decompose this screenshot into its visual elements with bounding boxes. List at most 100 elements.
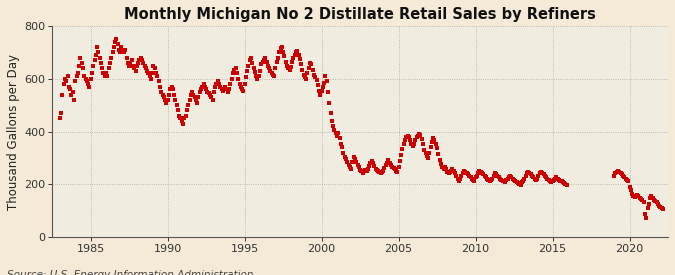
Point	[99, 74, 110, 78]
Point	[352, 163, 363, 167]
Point	[342, 160, 353, 164]
Point	[273, 55, 284, 60]
Point	[514, 182, 524, 186]
Point	[165, 87, 176, 92]
Point	[139, 63, 150, 68]
Point	[333, 131, 344, 135]
Point	[163, 92, 174, 97]
Point	[524, 171, 535, 176]
Point	[55, 116, 65, 121]
Point	[80, 76, 91, 81]
Point	[487, 177, 497, 181]
Point	[523, 170, 534, 174]
Point	[370, 166, 381, 171]
Point	[408, 144, 418, 148]
Point	[385, 163, 396, 168]
Point	[317, 84, 328, 89]
Point	[477, 171, 487, 176]
Point	[153, 79, 164, 84]
Point	[293, 53, 304, 57]
Point	[136, 58, 147, 62]
Point	[448, 169, 459, 173]
Point	[89, 58, 100, 62]
Point	[252, 76, 263, 81]
Point	[149, 66, 160, 70]
Point	[138, 61, 148, 65]
Point	[452, 177, 463, 181]
Point	[271, 59, 282, 64]
Point	[142, 69, 153, 73]
Point	[558, 180, 568, 185]
Point	[536, 170, 547, 174]
Point	[529, 177, 540, 181]
Point	[475, 170, 486, 174]
Point	[162, 98, 173, 102]
Point	[522, 171, 533, 176]
Point	[82, 79, 92, 84]
Point	[237, 87, 248, 92]
Point	[329, 128, 340, 133]
Point	[629, 195, 640, 199]
Point	[411, 135, 422, 140]
Point	[182, 108, 192, 113]
Point	[439, 164, 450, 169]
Point	[550, 177, 561, 181]
Point	[135, 55, 146, 60]
Point	[537, 171, 547, 176]
Point	[562, 183, 572, 187]
Point	[221, 87, 232, 92]
Point	[180, 114, 191, 118]
Point	[350, 157, 360, 162]
Point	[512, 181, 523, 185]
Point	[274, 50, 285, 54]
Point	[384, 161, 395, 165]
Point	[78, 66, 88, 70]
Point	[294, 57, 305, 61]
Point	[178, 122, 188, 126]
Point	[243, 63, 254, 68]
Point	[70, 79, 81, 84]
Point	[280, 59, 291, 64]
Point	[442, 170, 453, 174]
Point	[397, 147, 408, 151]
Title: Monthly Michigan No 2 Distillate Retail Sales by Refiners: Monthly Michigan No 2 Distillate Retail …	[124, 7, 596, 22]
Point	[170, 98, 181, 102]
Point	[68, 90, 78, 94]
Point	[462, 172, 473, 177]
Point	[213, 79, 223, 84]
Point	[340, 155, 350, 159]
Point	[200, 84, 211, 89]
Point	[614, 170, 624, 174]
Point	[435, 162, 446, 166]
Point	[421, 154, 432, 158]
Point	[328, 124, 339, 128]
Point	[248, 66, 259, 70]
Point	[86, 71, 97, 76]
Point	[528, 175, 539, 179]
Point	[224, 87, 235, 92]
Point	[381, 163, 392, 168]
Point	[126, 58, 137, 62]
Point	[627, 192, 638, 196]
Point	[62, 74, 73, 78]
Point	[406, 141, 416, 146]
Point	[254, 69, 265, 73]
Point	[377, 170, 387, 174]
Point	[143, 71, 154, 76]
Point	[398, 141, 409, 146]
Point	[495, 177, 506, 181]
Point	[97, 66, 107, 70]
Point	[649, 198, 659, 202]
Point	[213, 82, 224, 86]
Point	[547, 179, 558, 183]
Point	[188, 92, 198, 97]
Point	[630, 193, 641, 198]
Point	[290, 53, 300, 57]
Point	[335, 141, 346, 146]
Point	[166, 84, 177, 89]
Point	[129, 66, 140, 70]
Point	[458, 171, 468, 176]
Point	[647, 196, 658, 200]
Point	[211, 82, 222, 86]
Point	[321, 79, 332, 84]
